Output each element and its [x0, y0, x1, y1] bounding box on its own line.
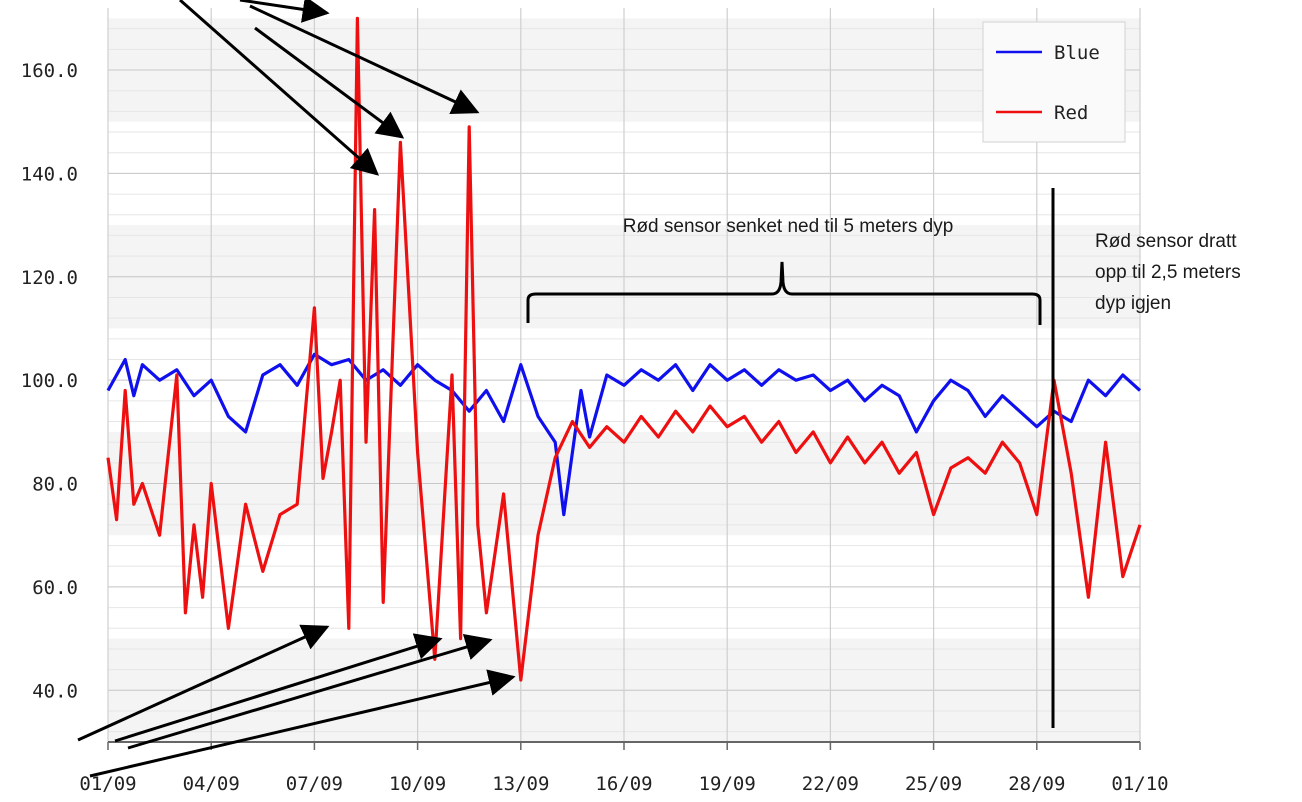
- x-tick-label: 01/10: [1111, 773, 1168, 795]
- legend-label-red: Red: [1054, 102, 1088, 124]
- annotation-raised-text: dyp igjen: [1095, 293, 1171, 314]
- curly-brace: [526, 261, 1042, 325]
- annotation-raised-text: Rød sensor dratt: [1095, 231, 1237, 252]
- series-line-red: [106, 16, 1142, 682]
- annotation-arrow: [254, 26, 405, 139]
- annotation-arrow: [77, 624, 330, 742]
- annotation-arrow: [127, 634, 493, 750]
- x-tick-label: 16/09: [595, 773, 652, 795]
- y-tick-label: 120.0: [21, 267, 78, 289]
- y-tick-label: 140.0: [21, 163, 78, 185]
- x-tick-label: 28/09: [1008, 773, 1065, 795]
- x-tick-label: 25/09: [905, 773, 962, 795]
- legend: Blue Red: [982, 21, 1126, 143]
- y-tick-label: 80.0: [32, 474, 78, 496]
- x-tick-label: 19/09: [699, 773, 756, 795]
- annotation-arrow: [179, 0, 380, 176]
- annotations: Rød sensor senket ned til 5 meters dyp Rø…: [77, 0, 1241, 778]
- x-tick-label: 07/09: [286, 773, 343, 795]
- annotation-raised-text: opp til 2,5 meters: [1095, 262, 1241, 283]
- axes: 40.0 60.0 80.0 100.0 120.0 140.0 160.0 01/09 04/…: [21, 60, 1169, 795]
- x-tick-label: 04/09: [183, 773, 240, 795]
- x-tick-label: 10/09: [389, 773, 446, 795]
- y-tick-label: 40.0: [32, 680, 78, 702]
- annotation-arrow: [89, 669, 516, 778]
- series-line-blue: [106, 352, 1142, 517]
- annotation-arrow: [249, 4, 480, 114]
- legend-box: [982, 21, 1126, 143]
- x-tick-label: 13/09: [492, 773, 549, 795]
- annotation-arrow: [114, 633, 443, 743]
- series: [106, 16, 1142, 682]
- y-tick-label: 60.0: [32, 577, 78, 599]
- annotation-arrow: [239, 0, 330, 23]
- grid: [107, 8, 1141, 742]
- y-tick-label: 160.0: [21, 60, 78, 82]
- y-tick-label: 100.0: [21, 370, 78, 392]
- x-tick-label: 01/09: [79, 773, 136, 795]
- x-tick-label: 22/09: [802, 773, 859, 795]
- legend-label-blue: Blue: [1054, 42, 1100, 64]
- annotation-lowered-text: Rød sensor senket ned til 5 meters dyp: [623, 216, 954, 237]
